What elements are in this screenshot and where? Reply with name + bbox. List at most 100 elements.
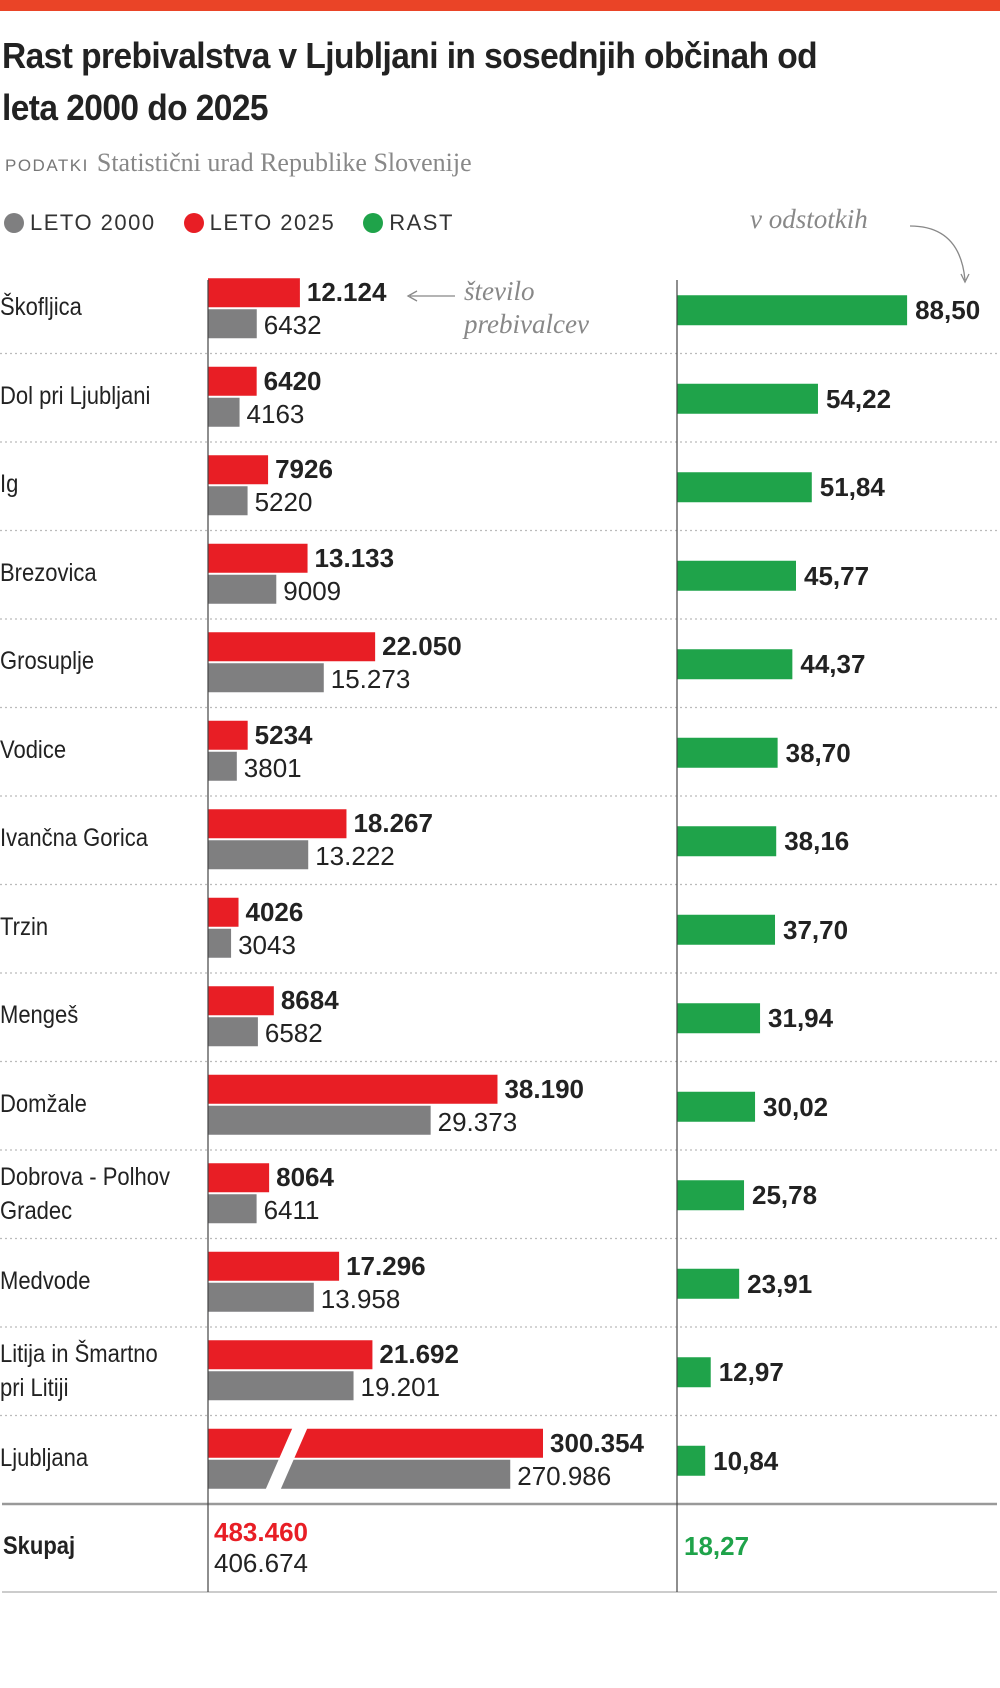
bar-2025 [208, 543, 308, 573]
chart-title: Rast prebivalstva v Ljubljani in sosednj… [2, 35, 818, 128]
value-label-2025: 17.296 [346, 1250, 426, 1281]
value-label-2025: 13.133 [314, 542, 395, 573]
value-label-growth: 31,94 [768, 1003, 834, 1034]
bar-2000 [208, 1282, 314, 1312]
bar-2025 [208, 986, 274, 1016]
value-label-2000: 29.373 [437, 1106, 518, 1137]
value-label-growth: 44,37 [800, 649, 866, 680]
legend-label-2000: LETO 2000 [30, 210, 156, 235]
unit-arrow-icon [909, 225, 966, 281]
category-label: Trzin [0, 912, 49, 941]
legend-label-2025: LETO 2025 [209, 210, 336, 235]
value-label-2025: 6420 [263, 365, 322, 396]
bar-2000 [208, 1017, 258, 1047]
value-label-2025: 38.190 [504, 1073, 584, 1104]
category-label: Medvode [0, 1266, 91, 1295]
legend-item-2000: LETO 2000 [4, 210, 156, 236]
value-label-2000: 270.986 [517, 1460, 612, 1491]
value-label-2000: 6432 [263, 310, 322, 341]
bar-2000 [208, 751, 237, 781]
bar-2025 [208, 366, 257, 396]
value-label-2000: 15.273 [330, 664, 411, 695]
source-line: PODATKI Statistični urad Republike Sloven… [5, 148, 472, 178]
category-label: Ig [0, 470, 19, 499]
unit-arrowhead-icon [960, 273, 970, 284]
source-label: PODATKI [5, 156, 89, 175]
bar-2025 [208, 632, 376, 662]
value-label-growth: 37,70 [783, 914, 849, 945]
total-label: Skupaj [3, 1532, 76, 1560]
bar-growth [677, 1445, 706, 1476]
bar-2025 [208, 1251, 340, 1281]
category-label: Ivančna Gorica [0, 824, 148, 853]
bar-2000 [208, 663, 324, 693]
value-label-2025: 18.267 [353, 808, 433, 839]
bar-2025 [208, 1074, 498, 1104]
value-label-growth: 25,78 [752, 1180, 818, 1211]
source-text: Statistični urad Republike Slovenije [96, 148, 472, 177]
value-label-2000: 4163 [246, 398, 305, 429]
bar-2025 [208, 278, 300, 308]
value-label-2000: 3801 [243, 752, 302, 783]
legend-dot-2000 [4, 213, 24, 233]
legend-item-growth: RAST [363, 210, 454, 236]
legend-label-growth: RAST [389, 210, 454, 235]
value-label-growth: 51,84 [819, 472, 885, 503]
bar-2000 [208, 1459, 511, 1489]
category-label: Grosuplje [0, 647, 95, 676]
legend-item-2025: LETO 2025 [183, 210, 336, 236]
value-label-2000: 13.222 [315, 841, 395, 872]
bar-2025 [208, 897, 239, 927]
value-label-growth: 54,22 [825, 383, 892, 414]
value-label-2025: 22.050 [382, 631, 462, 662]
category-label: Litija in Šmartno pri Litiji [0, 1340, 158, 1403]
top-accent-bar [0, 0, 1000, 11]
total-growth: 18,27 [684, 1531, 750, 1561]
value-label-growth: 10,84 [713, 1445, 779, 1476]
legend-dot-2025 [183, 213, 204, 233]
bar-2000 [208, 840, 309, 870]
value-label-2000: 3043 [238, 929, 296, 960]
bar-growth [677, 295, 908, 326]
category-label: Ljubljana [0, 1443, 89, 1472]
total-2000: 406.674 [214, 1548, 308, 1578]
total-2025: 483.460 [214, 1517, 308, 1547]
value-label-growth: 88,50 [915, 295, 981, 326]
value-label-2025: 5234 [254, 719, 313, 750]
value-label-2000: 6582 [264, 1018, 323, 1049]
legend: LETO 2000 LETO 2025 RAST [4, 210, 454, 236]
annotation-arrowhead-icon [406, 290, 418, 302]
value-label-2000: 9009 [283, 575, 342, 606]
category-label: Mengeš [0, 1001, 79, 1030]
bar-growth [677, 1003, 761, 1034]
bar-growth [677, 737, 778, 768]
axis-break-mark [265, 1426, 308, 1491]
value-label-2025: 12.124 [306, 277, 387, 308]
value-label-2025: 8064 [276, 1162, 334, 1193]
value-label-2025: 4026 [245, 896, 304, 927]
legend-dot-growth [363, 213, 384, 233]
bar-growth [677, 560, 797, 591]
bar-2025 [208, 809, 347, 839]
category-label: Dobrova - Polhov Gradec [0, 1163, 170, 1226]
value-label-2025: 300.354 [550, 1427, 644, 1458]
bar-2025 [208, 1428, 543, 1458]
value-label-growth: 12,97 [718, 1357, 784, 1388]
unit-note: v odstotkih [750, 204, 868, 234]
bar-2000 [208, 574, 277, 604]
bar-2000 [208, 397, 240, 427]
bar-2000 [208, 1371, 354, 1401]
value-label-2025: 21.692 [379, 1339, 459, 1370]
category-label: Domžale [0, 1089, 87, 1118]
category-label: Vodice [0, 735, 67, 764]
category-label: Brezovica [0, 558, 97, 587]
value-label-2000: 6411 [263, 1195, 320, 1226]
bar-growth [677, 472, 812, 503]
bar-2025 [208, 455, 269, 485]
bar-growth [677, 914, 776, 945]
bar-growth [677, 1091, 756, 1122]
value-label-growth: 23,91 [747, 1268, 813, 1299]
value-label-2000: 13.958 [320, 1283, 401, 1314]
bar-2025 [208, 1163, 270, 1193]
